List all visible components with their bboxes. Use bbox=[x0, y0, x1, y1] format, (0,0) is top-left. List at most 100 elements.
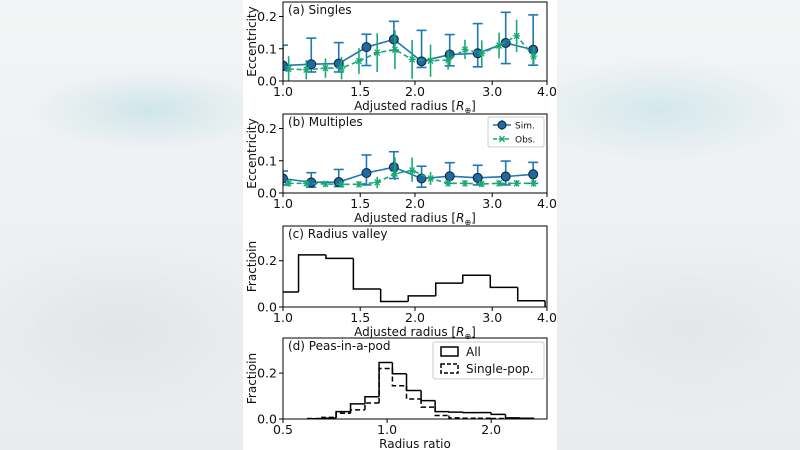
star-stroke bbox=[478, 49, 485, 57]
x-label-suffix: ] bbox=[471, 325, 476, 339]
y-tick-label: 0.1 bbox=[257, 41, 277, 56]
star-stroke bbox=[530, 52, 537, 60]
x-label-text: Adjusted radius [ bbox=[354, 325, 456, 339]
hist-bin-all bbox=[504, 414, 520, 419]
star-stroke bbox=[285, 65, 292, 73]
data-point-sim bbox=[361, 42, 372, 53]
series-line-obs bbox=[288, 169, 534, 186]
data-point-obs bbox=[408, 167, 416, 174]
data-point-sim bbox=[500, 171, 511, 182]
y-tick-label: 0.0 bbox=[257, 74, 277, 89]
y-axis-label: Eccentricity bbox=[245, 118, 259, 188]
star-stroke bbox=[338, 180, 345, 188]
y-tick-label: 0.2 bbox=[257, 9, 277, 24]
x-tick-label: 1.0 bbox=[273, 84, 293, 99]
star-stroke bbox=[374, 49, 381, 57]
hist-bin-hist bbox=[325, 254, 354, 260]
star-stroke bbox=[391, 170, 398, 178]
x-label-symbol: R bbox=[456, 325, 464, 339]
legend-label-obs: Obs. bbox=[515, 136, 535, 146]
star-stroke bbox=[303, 66, 310, 74]
hist-bin-single bbox=[434, 407, 449, 417]
star-stroke bbox=[499, 135, 505, 143]
panel-title: (c) Radius valley bbox=[288, 227, 387, 241]
x-label-suffix: ] bbox=[471, 211, 476, 225]
legend-patch-single bbox=[440, 363, 459, 374]
x-tick-label: 3.0 bbox=[482, 310, 502, 325]
x-axis-label: Adjusted radius [R⊕] bbox=[354, 99, 476, 115]
x-axis-label: Radius ratio bbox=[379, 437, 451, 450]
x-label-subscript: ⊕ bbox=[464, 218, 471, 227]
legend-label-all: All bbox=[466, 345, 481, 359]
hist-bin-all bbox=[420, 390, 436, 402]
legend-marker-obs bbox=[498, 135, 506, 143]
data-point-obs bbox=[427, 57, 435, 65]
y-axis-label: Eccentricity bbox=[245, 6, 259, 76]
hist-bin-hist bbox=[379, 288, 409, 303]
data-point-obs bbox=[444, 179, 452, 187]
star-stroke bbox=[445, 56, 452, 64]
x-tick-label: 3.0 bbox=[482, 84, 502, 99]
series-line-sim bbox=[283, 166, 534, 184]
x-label-subscript: ⊕ bbox=[464, 106, 471, 115]
plot-area bbox=[283, 254, 546, 307]
x-tick-label: 1.5 bbox=[350, 84, 370, 99]
x-tick-label: 4.0 bbox=[537, 310, 557, 325]
hist-bin-all bbox=[405, 373, 422, 392]
data-point-obs bbox=[285, 179, 293, 187]
star-stroke bbox=[427, 57, 434, 65]
panel-b: 1.0 1.5 2.0 3.0 4.0 0.0 0.1 0.2 (b) Multiples Ecc… bbox=[245, 113, 557, 227]
data-point-obs bbox=[321, 64, 329, 72]
panel-a: 1.0 1.5 2.0 3.0 4.0 0.0 0.1 0.2 (a) Singles Eccen… bbox=[245, 1, 557, 115]
hist-bin-single bbox=[391, 368, 407, 387]
x-label-symbol: R bbox=[456, 211, 464, 225]
data-point-obs bbox=[373, 178, 381, 186]
series-line-sim bbox=[283, 38, 534, 67]
x-tick-label: 3.0 bbox=[482, 196, 502, 211]
hist-bin-all bbox=[434, 400, 449, 413]
legend-marker-sim bbox=[497, 120, 507, 130]
star-stroke bbox=[496, 42, 503, 49]
legend-label-single: Single-pop. bbox=[466, 362, 534, 376]
data-point-obs bbox=[513, 32, 521, 40]
x-tick-label: 1.0 bbox=[377, 422, 397, 437]
data-point-obs bbox=[302, 179, 310, 187]
data-point-sim bbox=[472, 172, 483, 183]
data-point-obs bbox=[478, 49, 486, 57]
star-stroke bbox=[322, 64, 329, 72]
data-point-obs bbox=[461, 45, 469, 53]
x-tick-label: 1.5 bbox=[350, 196, 370, 211]
star-stroke bbox=[496, 179, 503, 187]
hist-bin-hist bbox=[516, 287, 546, 302]
data-point-obs bbox=[461, 179, 469, 187]
data-point-sim bbox=[444, 171, 455, 182]
legend-patch-all bbox=[440, 346, 459, 357]
data-point-obs bbox=[391, 46, 399, 54]
panel-title: (a) Singles bbox=[288, 3, 352, 17]
star-stroke bbox=[409, 55, 416, 63]
panel-title: (d) Peas-in-a-pod bbox=[288, 339, 390, 353]
data-point-obs bbox=[478, 180, 486, 188]
data-point-sim bbox=[361, 168, 372, 179]
star-stroke bbox=[374, 178, 381, 186]
y-tick-label: 0.2 bbox=[257, 253, 277, 268]
hist-bin-hist bbox=[352, 258, 381, 290]
y-tick-label: 0.1 bbox=[257, 153, 277, 168]
x-tick-label: 4.0 bbox=[537, 196, 557, 211]
x-label-text: Adjusted radius [ bbox=[354, 211, 456, 225]
hist-bin-single bbox=[321, 416, 337, 419]
hist-bin-hist bbox=[283, 291, 299, 293]
x-tick-label: 2.0 bbox=[481, 422, 501, 437]
star-stroke bbox=[445, 179, 452, 187]
star-stroke bbox=[409, 167, 416, 174]
x-tick-label: 2.0 bbox=[405, 196, 425, 211]
star-stroke bbox=[427, 175, 434, 182]
x-tick-label: 0.5 bbox=[273, 422, 293, 437]
data-point-obs bbox=[321, 180, 329, 188]
data-point-obs bbox=[391, 170, 399, 178]
star-stroke bbox=[355, 180, 362, 188]
x-tick-label: 1.0 bbox=[273, 310, 293, 325]
plot-area bbox=[283, 150, 539, 189]
hist-bin-single bbox=[335, 412, 351, 418]
x-label-suffix: ] bbox=[471, 99, 476, 113]
